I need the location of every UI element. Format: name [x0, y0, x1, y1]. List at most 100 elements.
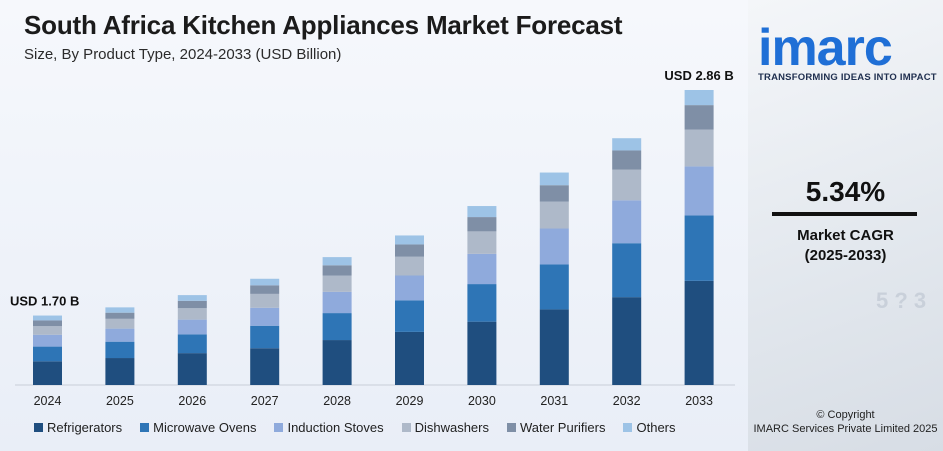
x-tick-label: 2028 [323, 394, 351, 408]
legend-swatch [274, 423, 284, 432]
data-label-2033: USD 2.86 B [664, 68, 733, 83]
bar-segment-2024-induction-stoves [33, 334, 62, 347]
bar-segment-2026-induction-stoves [177, 319, 207, 335]
bar-segment-2029-dishwashers [395, 256, 424, 276]
bar-segment-2030-microwave-ovens [467, 284, 497, 322]
legend-label: Water Purifiers [520, 420, 606, 435]
bar-segment-2030-water-purifiers [467, 217, 497, 232]
bar-segment-2026-refrigerators [177, 353, 207, 385]
brand-sidebar: 5 ? 3 imarc TRANSFORMING IDEAS INTO IMPA… [748, 0, 943, 451]
bar-segment-2026-water-purifiers [177, 300, 207, 309]
legend-swatch [623, 423, 633, 432]
cagr-value: 5.34% [805, 176, 886, 207]
bar-segment-2029-induction-stoves [395, 275, 424, 301]
bar-segment-2025-dishwashers [105, 318, 135, 329]
bar-segment-2033-dishwashers [684, 129, 714, 167]
bar-segment-2033-induction-stoves [684, 166, 714, 216]
bar-segment-2026-others [177, 295, 207, 301]
bar-segment-2032-water-purifiers [612, 150, 642, 170]
bar-segment-2030-induction-stoves [467, 253, 497, 285]
bar-segment-2028-microwave-ovens [322, 313, 352, 341]
bar-segment-2028-others [322, 257, 352, 266]
bar-segment-2025-others [105, 307, 135, 313]
logo-tagline: TRANSFORMING IDEAS INTO IMPACT [758, 72, 937, 83]
bar-segment-2025-water-purifiers [105, 312, 135, 319]
bar-segment-2026-dishwashers [177, 308, 207, 320]
bar-segment-2028-induction-stoves [322, 291, 352, 314]
bar-segment-2027-induction-stoves [250, 307, 280, 326]
bar-segment-2027-dishwashers [250, 293, 280, 308]
cagr-label-line1: Market CAGR [797, 227, 894, 244]
imarc-logo: imarc [758, 19, 893, 77]
decorative-digits: 5 ? 3 [876, 288, 927, 313]
legend-label: Others [636, 420, 676, 435]
bar-segment-2027-water-purifiers [250, 285, 280, 294]
legend-item-microwave-ovens: Microwave Ovens [140, 420, 256, 435]
bar-segment-2028-water-purifiers [322, 265, 352, 276]
legend-label: Dishwashers [414, 420, 489, 435]
bar-segment-2030-dishwashers [467, 231, 497, 254]
bar-segment-2027-others [250, 278, 280, 286]
stacked-bar-chart: 2024 2025 2026 2027 2028 2029 2030 2031 2032 2033… [10, 68, 735, 408]
bar-segment-2025-induction-stoves [105, 328, 135, 342]
bar-segment-2026-microwave-ovens [177, 334, 207, 354]
legend-swatch [140, 423, 150, 432]
x-tick-label: 2026 [178, 394, 206, 408]
legend-swatch [34, 423, 43, 432]
copyright-notice: © Copyright IMARC Services Private Limit… [748, 408, 943, 436]
legend-label: Refrigerators [47, 420, 123, 435]
bar-segment-2032-dishwashers [612, 169, 642, 201]
chart-title: South Africa Kitchen Appliances Market F… [24, 10, 623, 40]
cagr-divider [772, 212, 917, 216]
bar-segment-2032-refrigerators [612, 297, 642, 385]
bar-segment-2031-refrigerators [539, 309, 569, 385]
legend-swatch [401, 423, 411, 432]
bar-segment-2029-others [395, 235, 424, 245]
bar-segment-2032-microwave-ovens [612, 243, 642, 298]
bar-segment-2024-refrigerators [33, 361, 62, 385]
x-tick-label: 2025 [106, 394, 134, 408]
legend-item-water-purifiers: Water Purifiers [507, 420, 605, 435]
bar-segment-2025-refrigerators [105, 358, 135, 385]
x-tick-label: 2032 [613, 394, 641, 408]
bar-segment-2029-refrigerators [395, 331, 424, 385]
bar-segment-2029-water-purifiers [395, 244, 424, 257]
bar-segment-2024-others [33, 315, 62, 321]
bar-segment-2031-microwave-ovens [539, 264, 569, 310]
legend-item-induction-stoves: Induction Stoves [274, 420, 384, 435]
bar-segment-2024-dishwashers [33, 326, 62, 335]
bar-segment-2025-microwave-ovens [105, 341, 135, 359]
bar-segment-2030-others [467, 206, 497, 218]
copyright-line1: © Copyright [816, 409, 875, 421]
bar-segment-2031-induction-stoves [539, 228, 569, 265]
legend-swatch [507, 423, 516, 432]
bar-segment-2027-refrigerators [250, 348, 280, 385]
x-tick-label: 2029 [396, 394, 424, 408]
bar-segment-2033-water-purifiers [684, 105, 714, 130]
chart-legend: Refrigerators Microwave Ovens Induction St… [34, 420, 694, 435]
copyright-line2: IMARC Services Private Limited 2025 [753, 423, 938, 435]
bar-segment-2031-others [539, 172, 569, 186]
bar-segment-2027-microwave-ovens [250, 325, 280, 349]
bar-segment-2032-others [612, 138, 642, 151]
legend-label: Microwave Ovens [153, 420, 257, 435]
x-tick-label: 2031 [540, 394, 568, 408]
legend-item-others: Others [623, 420, 676, 435]
x-tick-label: 2033 [685, 394, 713, 408]
bar-segment-2033-refrigerators [684, 280, 714, 385]
data-label-2024: USD 1.70 B [10, 294, 79, 309]
cagr-label: Market CAGR (2025-2033) [748, 226, 943, 266]
cagr-label-line2: (2025-2033) [804, 247, 887, 264]
bar-segment-2032-induction-stoves [612, 200, 642, 244]
x-tick-label: 2024 [34, 394, 62, 408]
bar-segment-2033-others [684, 90, 714, 106]
legend-item-refrigerators: Refrigerators [34, 420, 122, 435]
x-tick-label: 2027 [251, 394, 279, 408]
chart-subtitle: Size, By Product Type, 2024-2033 (USD Bi… [24, 46, 342, 63]
bar-segment-2033-microwave-ovens [684, 215, 714, 281]
bar-segment-2031-water-purifiers [539, 185, 569, 202]
x-tick-label: 2030 [468, 394, 496, 408]
bar-segment-2029-microwave-ovens [395, 300, 424, 332]
bar-segment-2028-refrigerators [322, 340, 352, 385]
bar-segment-2024-water-purifiers [33, 320, 62, 327]
